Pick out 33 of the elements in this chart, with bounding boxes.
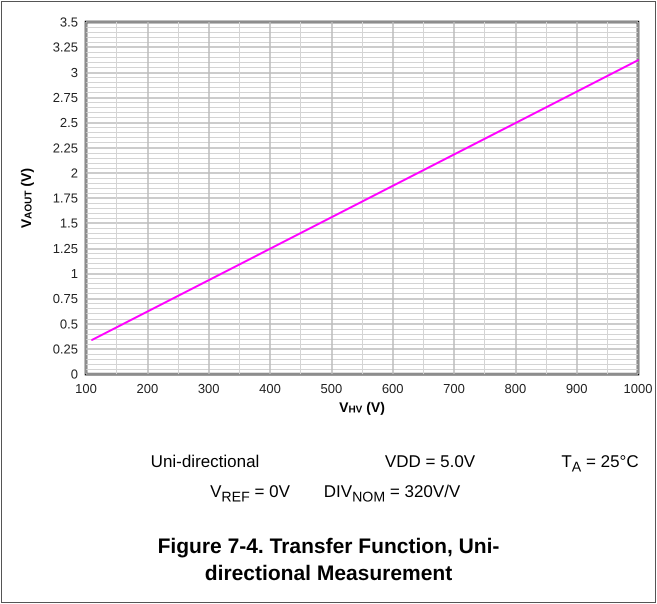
x-tick-label: 400 [259,381,281,396]
x-tick-label: 200 [136,381,158,396]
text: T$_{A}$ = 25°C [561,452,639,476]
y-tick-label: 0.5 [60,316,78,332]
y-axis-title: VAOUT (V) [18,168,34,228]
x-tick-label: 1000 [624,381,652,396]
y-tick-label: 0 [70,366,78,382]
x-tick-label: 100 [75,381,97,396]
x-tick-label: 300 [198,381,220,396]
x-tick-label: 500 [320,381,342,396]
text: V$_{REF}$ = 0V [210,482,290,506]
y-tick-label: 1 [70,266,78,281]
y-tick-label: 1.75 [52,190,78,206]
y-tick-label: 1.5 [60,216,78,231]
x-axis-title: VHV (V) [339,399,385,416]
y-tick-label: 2.5 [60,115,78,130]
y-tick-label: 1.25 [52,240,78,256]
x-tick-label: 800 [504,381,526,396]
y-tick-label: 3 [70,64,78,80]
text: Figure 7-4. Transfer Function, Uni-directional Measurement [156,534,500,587]
y-tick-label: 2.75 [52,90,78,105]
y-tick-label: 3.5 [60,14,78,30]
x-tick-label: 600 [382,381,404,396]
y-tick-label: 3.25 [52,40,78,55]
text: Uni-directional [150,452,260,472]
x-tick-label: 900 [566,381,588,396]
text: VDD = 5.0V [384,452,476,472]
y-tick-label: 0.25 [52,341,78,356]
y-tick-label: 2 [70,165,78,180]
x-tick-label: 700 [443,381,465,396]
text: DIV$_{NOM}$ = 320V/V [324,482,460,506]
y-tick-label: 2.25 [52,140,78,156]
y-tick-label: 0.75 [52,291,78,306]
